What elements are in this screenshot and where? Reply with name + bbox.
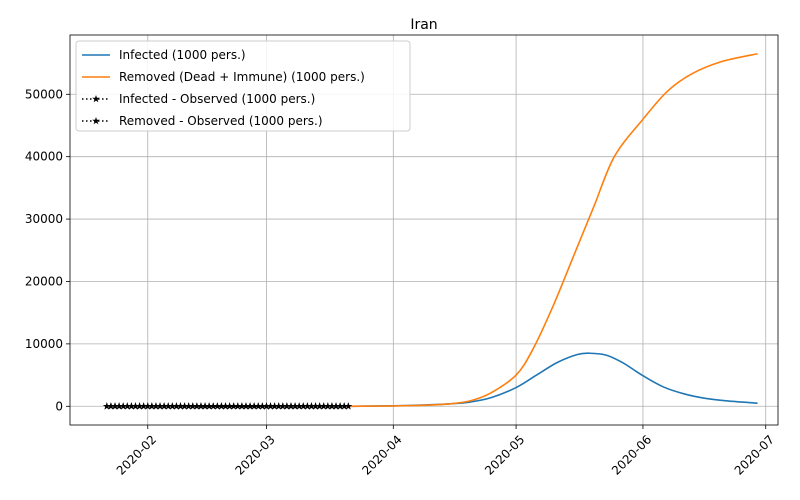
legend-marker [92, 95, 100, 103]
chart-title: Iran [410, 17, 437, 33]
x-tick-label: 2020-02 [114, 432, 159, 477]
series-point [225, 402, 234, 410]
series-point [287, 402, 295, 410]
series-point [172, 402, 181, 410]
x-axis: 2020-02 2020-03 2020-04 2020-05 2020-06 2020-… [114, 425, 777, 478]
series-point [152, 402, 160, 410]
x-tick-label: 2020-06 [609, 432, 654, 477]
series-point [254, 402, 263, 410]
legend-marker [92, 117, 100, 125]
series-point [205, 402, 213, 410]
series-point [279, 402, 287, 410]
series-point [193, 402, 201, 410]
series-point [233, 402, 242, 410]
series-point [274, 402, 283, 410]
series-point [270, 402, 279, 410]
y-tick-label: 50000 [25, 87, 63, 101]
series-point [107, 402, 115, 410]
legend: Infected (1000 pers.) Removed (Dead + Imm… [75, 40, 411, 132]
series-point [299, 402, 308, 410]
series-line-1 [348, 52, 758, 408]
series-point [324, 402, 332, 410]
series-point [143, 402, 152, 410]
series-point [188, 402, 197, 410]
series-point [131, 402, 140, 410]
series-point [328, 402, 336, 410]
x-tick-label: 2020-05 [482, 432, 527, 477]
series-point [303, 402, 312, 410]
series-point [221, 402, 230, 410]
series-point [119, 402, 128, 410]
series-point [315, 402, 324, 410]
series-point [242, 402, 250, 410]
series-point [319, 402, 328, 410]
series-point [139, 402, 148, 410]
series-point [184, 402, 193, 410]
series-point [127, 402, 136, 410]
series-point [115, 402, 123, 410]
x-tick-label: 2020-07 [732, 432, 777, 477]
series-point [201, 402, 209, 410]
series-point [123, 402, 132, 410]
plot-frame [69, 34, 779, 426]
series-layer [103, 52, 758, 410]
series-point [340, 402, 348, 410]
series-point [229, 402, 238, 410]
series-point [266, 402, 275, 410]
y-axis: 0 10000 20000 30000 40000 50000 [25, 87, 70, 413]
y-tick-label: 40000 [25, 150, 63, 164]
x-tick-label: 2020-04 [359, 432, 404, 477]
series-point [258, 402, 267, 410]
y-tick-label: 0 [55, 399, 63, 413]
series-point [176, 402, 185, 410]
legend-label: Infected (1000 pers.) [119, 48, 246, 62]
series-point [250, 402, 258, 410]
series-point [307, 402, 316, 410]
series-point [148, 402, 156, 410]
y-tick-label: 30000 [25, 212, 63, 226]
series-point [213, 402, 222, 410]
series-point [156, 402, 164, 410]
series-point [295, 402, 303, 410]
series-point [283, 402, 291, 410]
x-tick-label: 2020-03 [232, 432, 277, 477]
series-point [291, 402, 299, 410]
legend-label: Removed - Observed (1000 pers.) [119, 114, 323, 128]
series-point [246, 402, 254, 410]
series-point [238, 402, 246, 410]
y-tick-label: 10000 [25, 337, 63, 351]
series-point [168, 402, 177, 410]
legend-box [75, 40, 411, 132]
series-point [160, 402, 168, 410]
series-point [164, 402, 173, 410]
series-point [332, 402, 340, 410]
legend-label: Removed (Dead + Immune) (1000 pers.) [119, 70, 365, 84]
series-point [197, 402, 205, 410]
series-point [209, 402, 218, 410]
series-point [103, 402, 111, 410]
series-point [344, 402, 353, 410]
series-point [111, 402, 119, 410]
y-tick-label: 20000 [25, 274, 63, 288]
series-point [262, 402, 271, 410]
series-point [180, 402, 189, 410]
series-point [336, 402, 344, 410]
series-point [311, 402, 320, 410]
series-point [217, 402, 226, 410]
series-point [135, 402, 144, 410]
legend-label: Infected - Observed (1000 pers.) [119, 92, 315, 106]
